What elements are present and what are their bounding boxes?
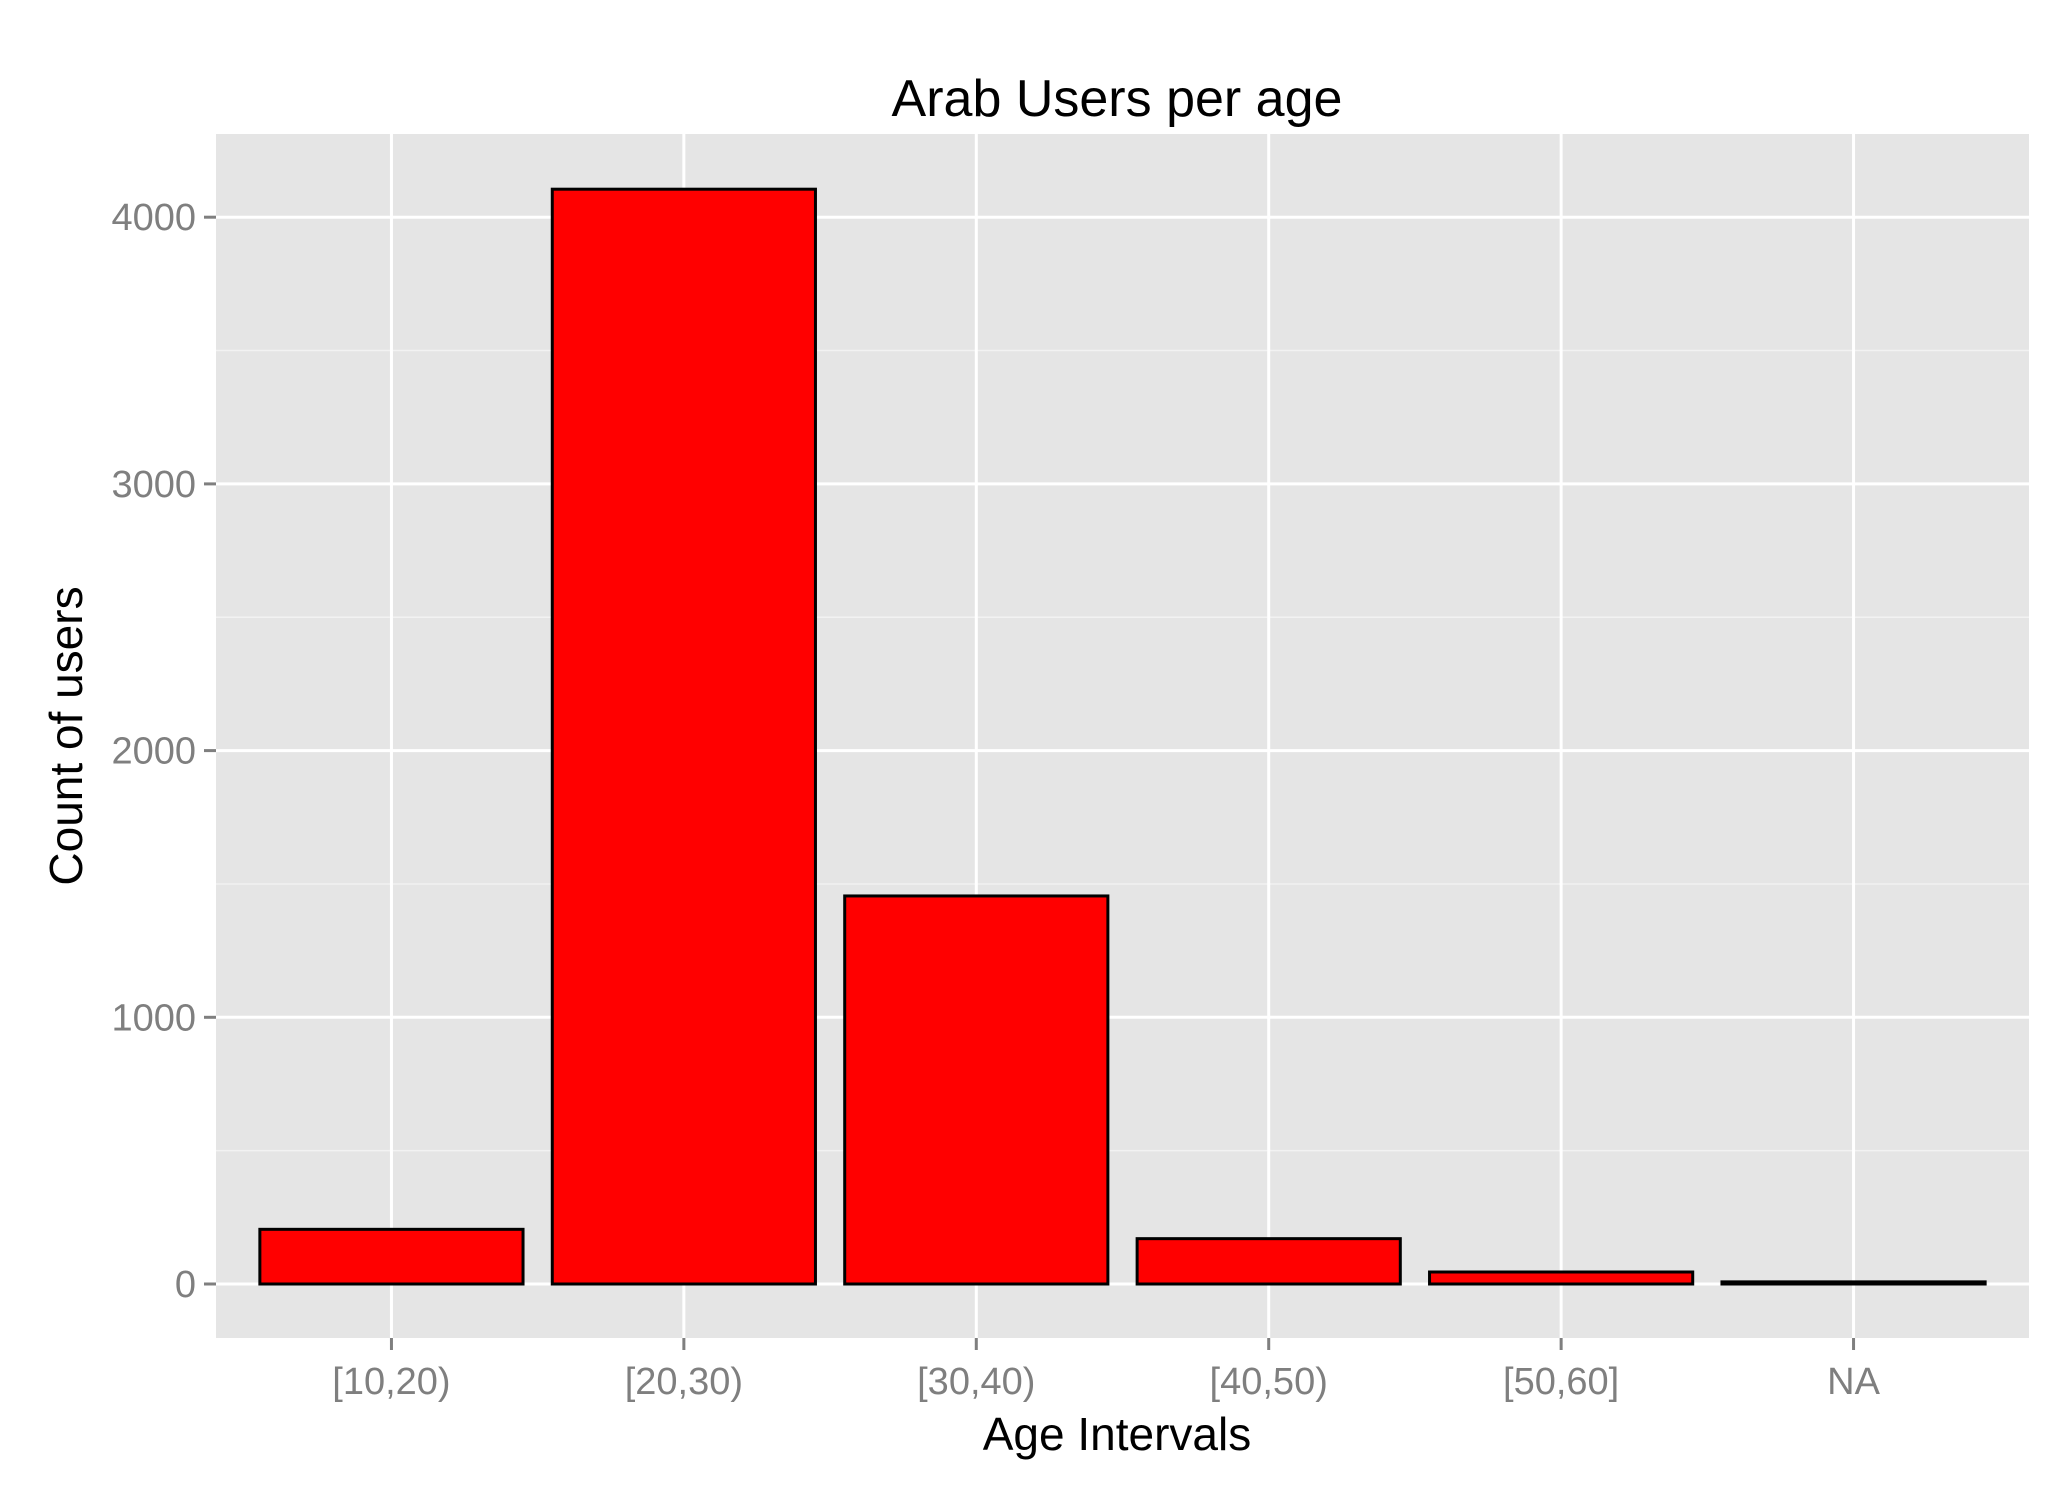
bar [550, 187, 817, 1286]
minor-gridlines [216, 349, 2029, 1152]
bar [1135, 1237, 1402, 1286]
y-tick-label: 4000 [111, 197, 196, 239]
bar [1428, 1270, 1695, 1286]
x-tick-label: [40,50) [1210, 1361, 1328, 1403]
y-tick-label: 1000 [111, 997, 196, 1039]
y-axis: 0 1000 2000 3000 4000 [111, 197, 216, 1306]
x-axis: [10,20) [20,30) [30,40) [40,50) [50,60] NA [332, 1338, 1881, 1403]
y-tick-label: 3000 [111, 464, 196, 506]
x-tick-label: [30,40) [917, 1361, 1035, 1403]
x-tick-label: [20,30) [625, 1361, 743, 1403]
bars [258, 187, 1987, 1286]
x-tick-label: [10,20) [332, 1361, 450, 1403]
bar [1720, 1280, 1987, 1286]
y-tick-label: 2000 [111, 731, 196, 773]
bar [843, 894, 1110, 1286]
y-axis-title: Count of users [40, 586, 92, 885]
x-tick-label: NA [1827, 1361, 1880, 1403]
y-tick-label: 0 [175, 1264, 196, 1306]
plot-panel [216, 134, 2029, 1338]
chart-title: Arab Users per age [892, 70, 1343, 128]
x-tick-label: [50,60] [1503, 1361, 1619, 1403]
bar [258, 1227, 525, 1286]
x-axis-title: Age Intervals [983, 1408, 1251, 1460]
